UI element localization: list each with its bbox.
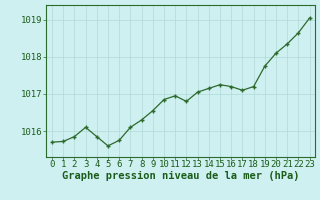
X-axis label: Graphe pression niveau de la mer (hPa): Graphe pression niveau de la mer (hPa) bbox=[62, 171, 300, 181]
